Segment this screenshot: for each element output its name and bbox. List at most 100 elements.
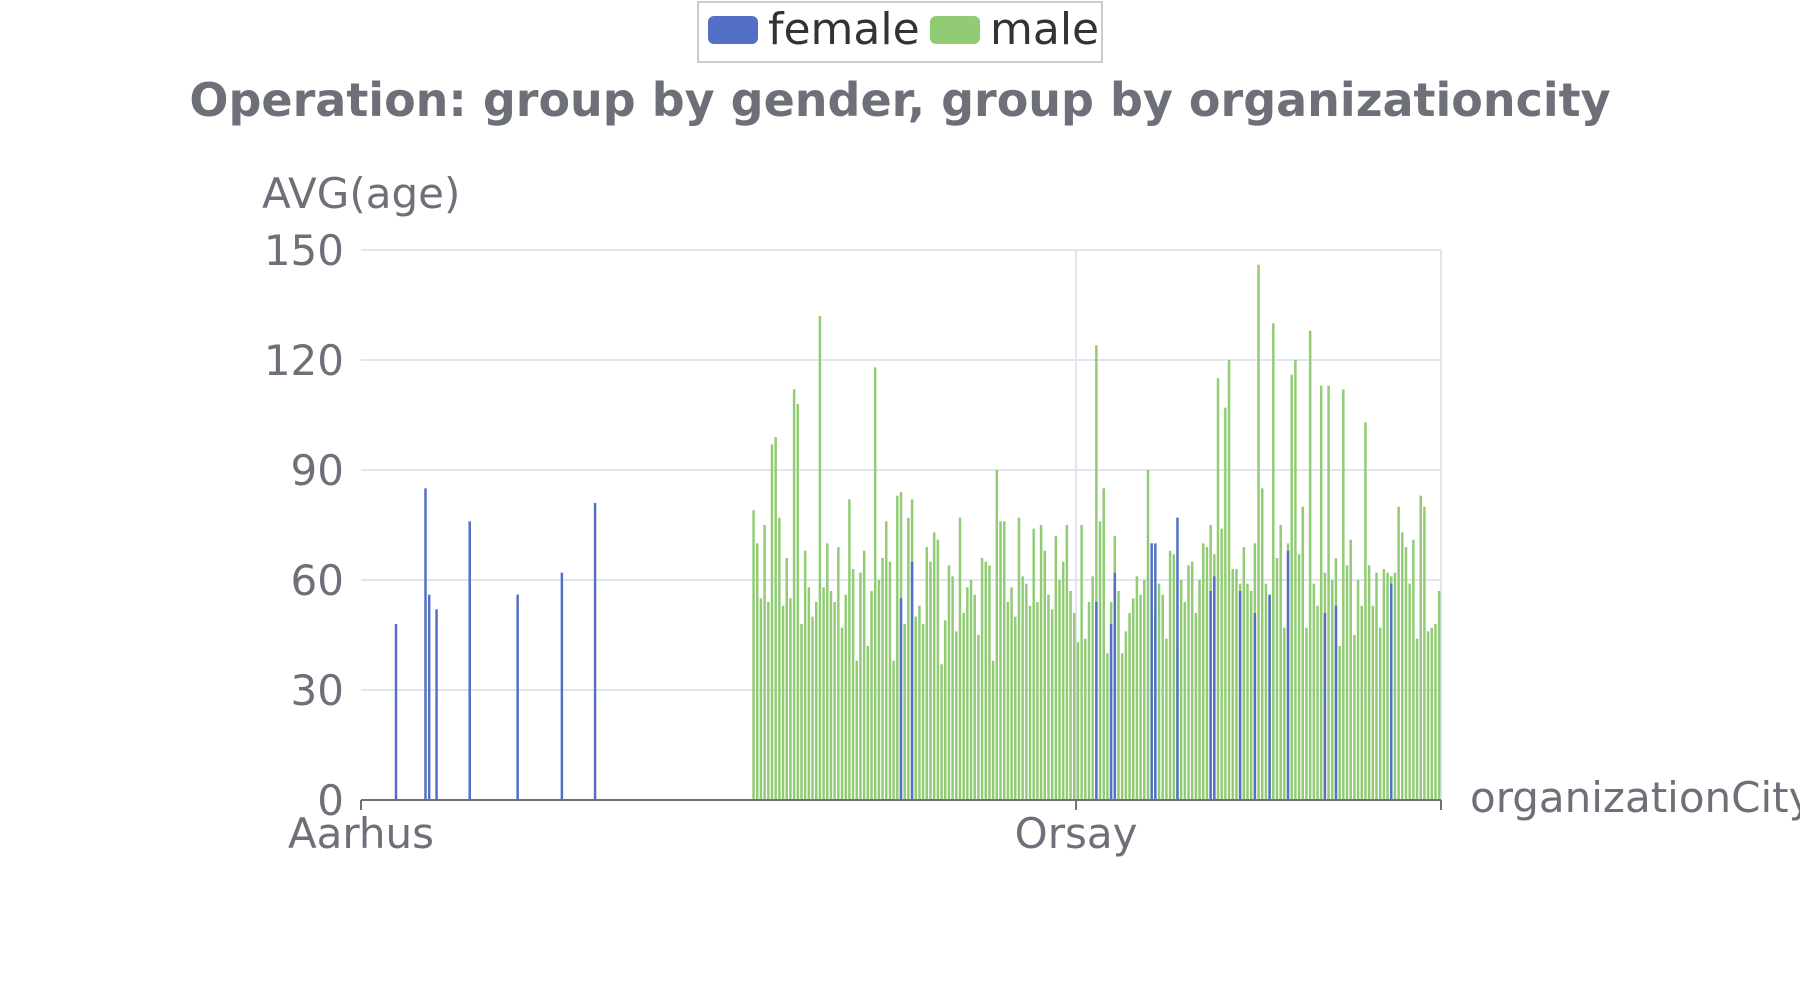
bar-male[interactable] <box>1242 547 1246 800</box>
bar-female[interactable] <box>1095 602 1098 800</box>
bar-male[interactable] <box>958 517 962 800</box>
bar-female[interactable] <box>468 521 471 800</box>
bar-male[interactable] <box>1319 385 1323 800</box>
bar-male[interactable] <box>1382 569 1386 800</box>
bar-male[interactable] <box>1375 572 1378 800</box>
bar-male[interactable] <box>1342 389 1345 800</box>
bar-male[interactable] <box>1412 539 1415 800</box>
bar-male[interactable] <box>1131 598 1135 800</box>
bar-male[interactable] <box>1080 525 1083 800</box>
bar-female[interactable] <box>1209 591 1212 800</box>
bar-male[interactable] <box>789 598 792 800</box>
bar-male[interactable] <box>1397 506 1400 800</box>
bar-male[interactable] <box>1301 506 1305 800</box>
bar-male[interactable] <box>1032 528 1035 800</box>
bar-male[interactable] <box>1331 580 1334 800</box>
bar-female[interactable] <box>560 572 564 800</box>
bar-male[interactable] <box>774 437 777 800</box>
bar-male[interactable] <box>881 558 884 800</box>
bar-male[interactable] <box>1437 591 1441 800</box>
bar-male[interactable] <box>866 646 870 800</box>
bar-male[interactable] <box>837 547 840 800</box>
bar-male[interactable] <box>1275 558 1279 800</box>
bar-male[interactable] <box>826 543 829 800</box>
bar-male[interactable] <box>829 591 833 800</box>
bar-male[interactable] <box>1205 547 1209 800</box>
bar-male[interactable] <box>767 602 770 800</box>
bar-male[interactable] <box>833 602 836 800</box>
bar-female[interactable] <box>516 594 519 800</box>
bar-male[interactable] <box>1308 330 1312 800</box>
bar-male[interactable] <box>770 444 774 800</box>
bar-male[interactable] <box>1120 653 1124 800</box>
bar-male[interactable] <box>1021 576 1024 800</box>
bar-male[interactable] <box>1069 591 1072 800</box>
bar-male[interactable] <box>1235 569 1238 800</box>
bar-male[interactable] <box>1423 506 1426 800</box>
bar-female[interactable] <box>1113 572 1117 800</box>
bar-male[interactable] <box>962 613 965 800</box>
bar-male[interactable] <box>1124 631 1128 800</box>
bar-male[interactable] <box>984 561 988 800</box>
bar-female[interactable] <box>910 561 914 800</box>
bar-female[interactable] <box>899 598 903 800</box>
bar-male[interactable] <box>859 572 862 800</box>
bar-male[interactable] <box>844 594 847 800</box>
bar-male[interactable] <box>1434 624 1437 800</box>
bar-female[interactable] <box>1213 576 1216 800</box>
bar-male[interactable] <box>1272 323 1275 800</box>
bar-male[interactable] <box>814 602 818 800</box>
bar-male[interactable] <box>1345 565 1349 800</box>
bar-male[interactable] <box>1378 627 1382 800</box>
bar-male[interactable] <box>840 627 844 800</box>
bar-male[interactable] <box>1047 594 1050 800</box>
bar-male[interactable] <box>903 624 906 800</box>
legend[interactable]: female male <box>697 1 1103 63</box>
bar-male[interactable] <box>752 510 755 800</box>
bar-female[interactable] <box>394 624 398 800</box>
bar-male[interactable] <box>1039 525 1043 800</box>
bar-male[interactable] <box>929 561 932 800</box>
bar-male[interactable] <box>862 550 866 800</box>
bar-male[interactable] <box>885 521 888 800</box>
bar-male[interactable] <box>1415 638 1419 800</box>
bar-male[interactable] <box>1419 495 1422 800</box>
bar-male[interactable] <box>1264 583 1268 800</box>
bar-male[interactable] <box>1102 488 1105 800</box>
bar-male[interactable] <box>940 664 943 800</box>
bar-male[interactable] <box>1338 646 1341 800</box>
bar-male[interactable] <box>807 587 811 800</box>
bar-male[interactable] <box>966 587 969 800</box>
bar-male[interactable] <box>1327 385 1330 800</box>
bar-male[interactable] <box>1128 613 1131 800</box>
bar-male[interactable] <box>1249 591 1253 800</box>
bar-male[interactable] <box>756 543 759 800</box>
bar-male[interactable] <box>999 521 1002 800</box>
bar-male[interactable] <box>1231 569 1234 800</box>
bar-male[interactable] <box>1198 580 1201 800</box>
bar-male[interactable] <box>1146 470 1150 800</box>
bar-male[interactable] <box>1430 627 1434 800</box>
bar-male[interactable] <box>1194 613 1198 800</box>
bar-male[interactable] <box>914 616 917 800</box>
bar-male[interactable] <box>977 635 980 800</box>
bar-male[interactable] <box>1050 609 1054 800</box>
bar-male[interactable] <box>1161 594 1164 800</box>
bar-male[interactable] <box>877 580 881 800</box>
bar-male[interactable] <box>1216 378 1220 800</box>
bar-male[interactable] <box>995 470 999 800</box>
bar-male[interactable] <box>921 624 925 800</box>
bar-male[interactable] <box>1224 407 1227 800</box>
bar-male[interactable] <box>1367 565 1371 800</box>
bar-male[interactable] <box>980 558 984 800</box>
bar-male[interactable] <box>1084 638 1087 800</box>
bar-male[interactable] <box>1117 591 1120 800</box>
bar-male[interactable] <box>943 620 947 800</box>
bar-male[interactable] <box>848 499 851 800</box>
bar-male[interactable] <box>1135 576 1139 800</box>
bar-male[interactable] <box>1058 580 1061 800</box>
bar-male[interactable] <box>1260 488 1264 800</box>
bar-male[interactable] <box>1028 605 1032 800</box>
bar-male[interactable] <box>778 517 781 800</box>
bar-male[interactable] <box>1172 554 1176 800</box>
